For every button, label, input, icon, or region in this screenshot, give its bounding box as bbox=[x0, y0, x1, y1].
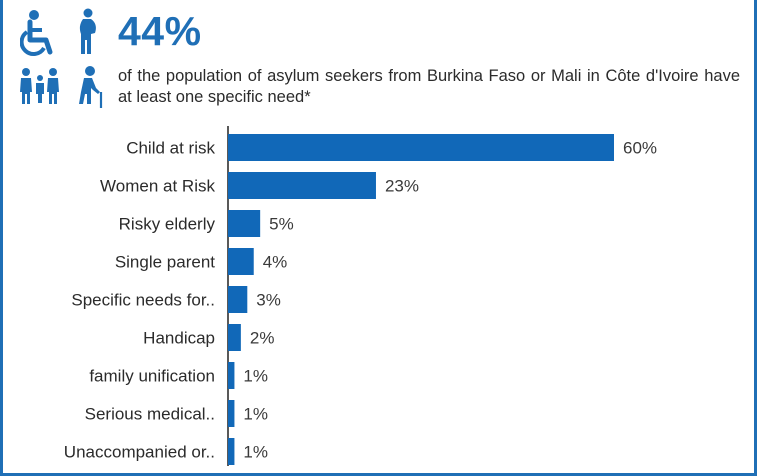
family-icon bbox=[20, 68, 59, 104]
category-label: Serious medical.. bbox=[85, 405, 215, 424]
value-label: 3% bbox=[256, 291, 281, 310]
category-label: Women at Risk bbox=[100, 177, 215, 196]
value-label: 60% bbox=[623, 139, 657, 158]
value-label: 2% bbox=[250, 329, 275, 348]
specific-needs-bar-chart: Child at risk 60% Women at Risk 23% Risky el… bbox=[64, 126, 657, 466]
bar bbox=[228, 172, 376, 199]
value-label: 4% bbox=[263, 253, 288, 272]
headline-stat: 44% bbox=[118, 8, 202, 54]
category-label: Handicap bbox=[143, 329, 215, 348]
value-label: 1% bbox=[243, 443, 268, 462]
specific-needs-icons bbox=[20, 8, 103, 108]
value-label: 1% bbox=[243, 367, 268, 386]
value-label: 23% bbox=[385, 177, 419, 196]
category-label: Specific needs for.. bbox=[71, 291, 215, 310]
bar bbox=[228, 438, 235, 465]
category-label: Child at risk bbox=[126, 139, 215, 158]
elderly-person-icon bbox=[79, 66, 103, 108]
bar bbox=[228, 134, 614, 161]
category-label: family unification bbox=[89, 367, 215, 386]
bar bbox=[228, 400, 235, 427]
headline-description: of the population of asylum seekers from… bbox=[118, 67, 740, 106]
bar bbox=[228, 324, 241, 351]
category-label: Unaccompanied or.. bbox=[64, 443, 215, 462]
bar bbox=[228, 286, 248, 313]
bar bbox=[228, 210, 261, 237]
value-label: 1% bbox=[243, 405, 268, 424]
value-label: 5% bbox=[269, 215, 294, 234]
pregnant-woman-icon bbox=[79, 8, 96, 54]
category-label: Risky elderly bbox=[119, 215, 216, 234]
bar bbox=[228, 362, 235, 389]
bar bbox=[228, 248, 254, 275]
category-label: Single parent bbox=[115, 253, 215, 272]
wheelchair-icon bbox=[20, 10, 53, 56]
